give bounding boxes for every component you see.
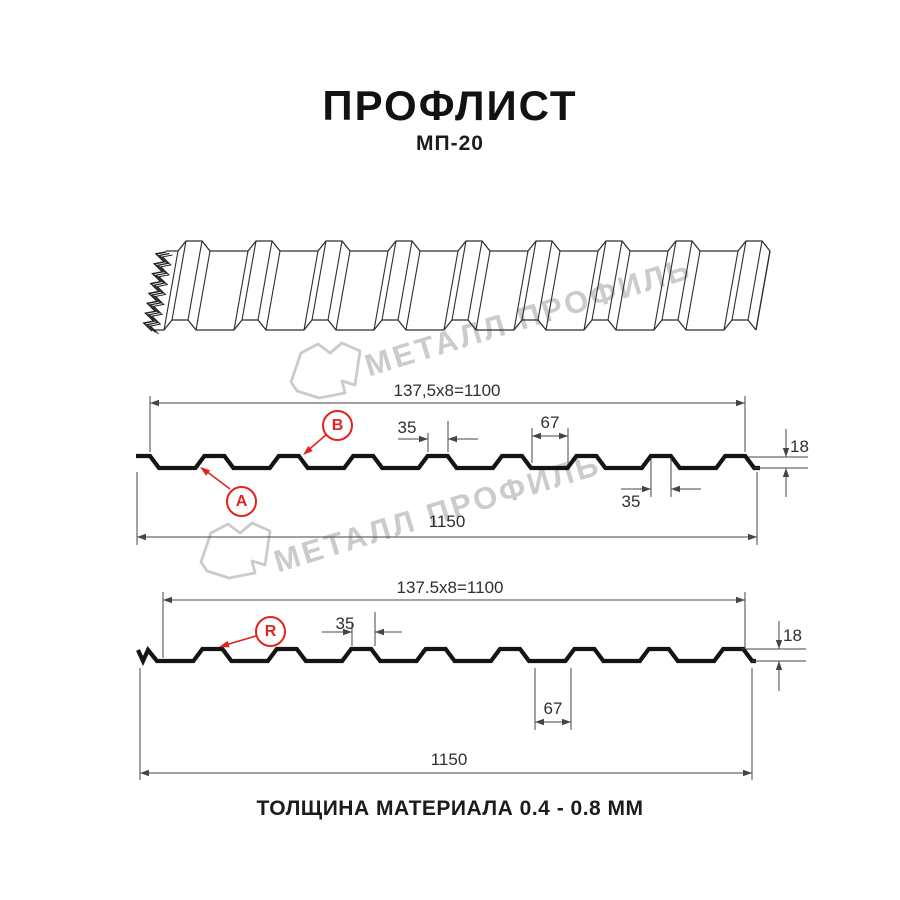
material-thickness-note: ТОЛЩИНА МАТЕРИАЛА 0.4 - 0.8 ММ	[256, 797, 644, 820]
marker-b-badge: B	[322, 410, 353, 441]
dim-overall-width: 1150	[428, 512, 466, 531]
profile-model-subtitle: МП-20	[416, 132, 484, 155]
marker-a-badge: A	[226, 486, 257, 517]
dim-valley-width: 67	[540, 413, 560, 432]
dim-profile-height: 18	[783, 626, 802, 645]
dim-profile-height: 18	[790, 437, 809, 456]
brand-logo-icon	[199, 521, 272, 580]
marker-r-badge: R	[255, 616, 286, 647]
dim-pitch-total-top: 137.5x8=1100	[396, 578, 504, 597]
marker-r-letter: R	[264, 622, 277, 640]
page-title: ПРОФЛИСТ	[322, 82, 578, 129]
dim-crest-width-top: 35	[397, 418, 417, 437]
dim-pitch-total-top: 137,5x8=1100	[393, 381, 501, 400]
dim-crest-width: 35	[335, 614, 355, 633]
dim-valley-width: 67	[543, 699, 563, 718]
marker-a-letter: A	[235, 492, 248, 510]
dim-crest-width-bottom: 35	[621, 492, 641, 511]
brand-logo-icon	[289, 341, 362, 400]
marker-b-letter: B	[331, 416, 344, 434]
dim-overall-width: 1150	[430, 750, 468, 769]
